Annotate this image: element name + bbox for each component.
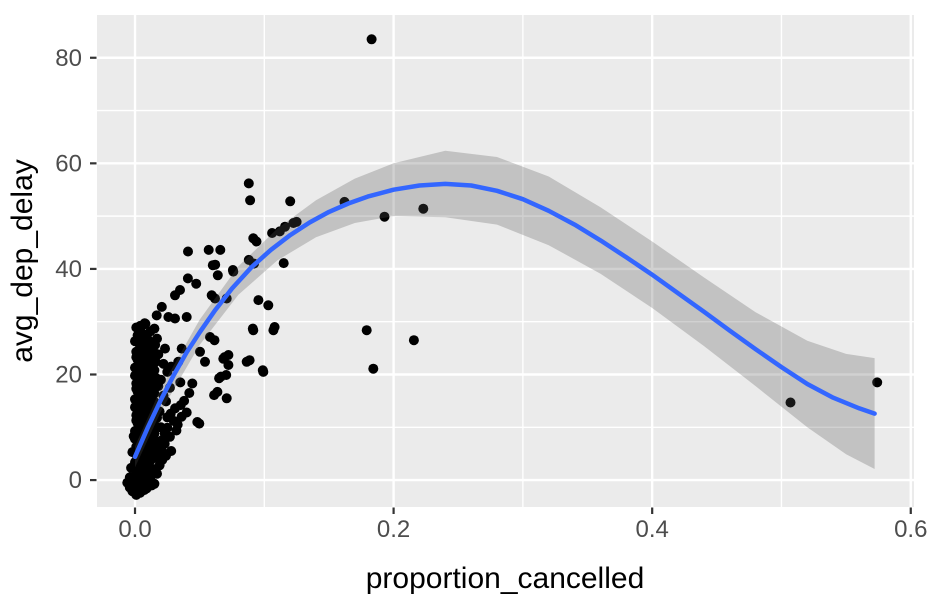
data-point: [227, 265, 238, 275]
data-point: [257, 365, 268, 376]
data-point: [175, 377, 186, 388]
data-point: [182, 273, 193, 284]
axis-tick-marks: [90, 56, 912, 514]
y-tick-label: 0: [69, 467, 82, 494]
data-point: [151, 310, 162, 321]
data-point: [160, 343, 170, 354]
data-point: [243, 254, 254, 265]
data-point: [140, 318, 151, 329]
y-tick-label: 80: [55, 45, 82, 72]
data-point: [408, 335, 419, 346]
minor-gridlines: [97, 15, 914, 507]
data-point: [183, 246, 193, 257]
data-point: [200, 356, 210, 367]
data-point: [162, 422, 173, 433]
data-point: [244, 355, 255, 366]
panel-background: [97, 15, 914, 507]
data-point: [221, 393, 232, 404]
data-point: [148, 345, 159, 356]
smooth-line: [132, 181, 877, 460]
data-point: [156, 301, 167, 312]
loess-curve: [132, 181, 877, 460]
data-point: [166, 446, 177, 456]
data-point: [158, 358, 169, 369]
data-point: [170, 403, 181, 414]
data-point: [278, 258, 289, 269]
data-point: [268, 325, 279, 336]
y-tick-labels: 0 20 40 60 80: [55, 45, 82, 494]
data-point: [181, 312, 192, 322]
data-point: [164, 431, 175, 442]
scatter-points: [122, 34, 883, 500]
y-tick-label: 20: [55, 361, 82, 388]
data-point: [152, 468, 162, 479]
data-point: [170, 313, 180, 324]
data-point: [219, 352, 230, 363]
data-point: [172, 419, 183, 430]
data-point: [785, 397, 796, 408]
data-point: [212, 270, 223, 281]
data-point: [366, 34, 377, 45]
x-axis-title: proportion_cancelled: [366, 562, 645, 595]
data-point: [166, 361, 177, 372]
data-point: [127, 486, 138, 497]
data-point: [192, 417, 203, 427]
data-point: [212, 386, 223, 397]
confidence-ribbon: [135, 150, 875, 469]
x-tick-label: 0.4: [635, 516, 668, 543]
x-tick-label: 0.6: [894, 516, 927, 543]
data-point: [191, 278, 202, 289]
data-point: [215, 244, 226, 255]
data-point: [223, 360, 234, 370]
data-point: [263, 300, 274, 311]
data-point: [285, 196, 296, 207]
data-point: [368, 363, 379, 374]
x-tick-labels: 0.0 0.2 0.4 0.6: [118, 516, 927, 543]
y-tick-label: 40: [55, 256, 82, 283]
data-point: [176, 343, 187, 354]
data-point: [187, 378, 198, 389]
y-axis-title: avg_dep_delay: [6, 159, 39, 363]
data-point: [872, 377, 883, 388]
data-point: [155, 374, 166, 385]
data-point: [361, 325, 372, 336]
data-point: [149, 323, 160, 334]
data-point: [170, 290, 180, 301]
confidence-band: [135, 150, 875, 469]
data-point: [418, 203, 429, 214]
data-point: [157, 435, 168, 445]
data-point: [207, 260, 218, 271]
data-point: [248, 325, 259, 336]
data-point: [253, 295, 264, 306]
data-point: [280, 221, 290, 232]
data-point: [248, 233, 259, 244]
data-point: [131, 322, 142, 333]
data-point: [195, 346, 205, 357]
data-point: [149, 478, 160, 489]
data-point: [379, 211, 390, 222]
y-tick-label: 60: [55, 150, 82, 177]
data-point: [288, 218, 299, 228]
data-point: [210, 293, 220, 304]
data-point: [214, 373, 225, 384]
data-point: [181, 407, 192, 418]
data-point: [179, 395, 190, 406]
x-tick-label: 0.0: [118, 516, 151, 543]
data-point: [203, 244, 214, 255]
data-point: [267, 228, 278, 238]
data-point: [184, 388, 195, 398]
data-point: [245, 195, 256, 206]
data-point: [152, 333, 162, 344]
data-point: [243, 178, 254, 189]
x-tick-label: 0.2: [377, 516, 410, 543]
data-point: [209, 335, 220, 346]
